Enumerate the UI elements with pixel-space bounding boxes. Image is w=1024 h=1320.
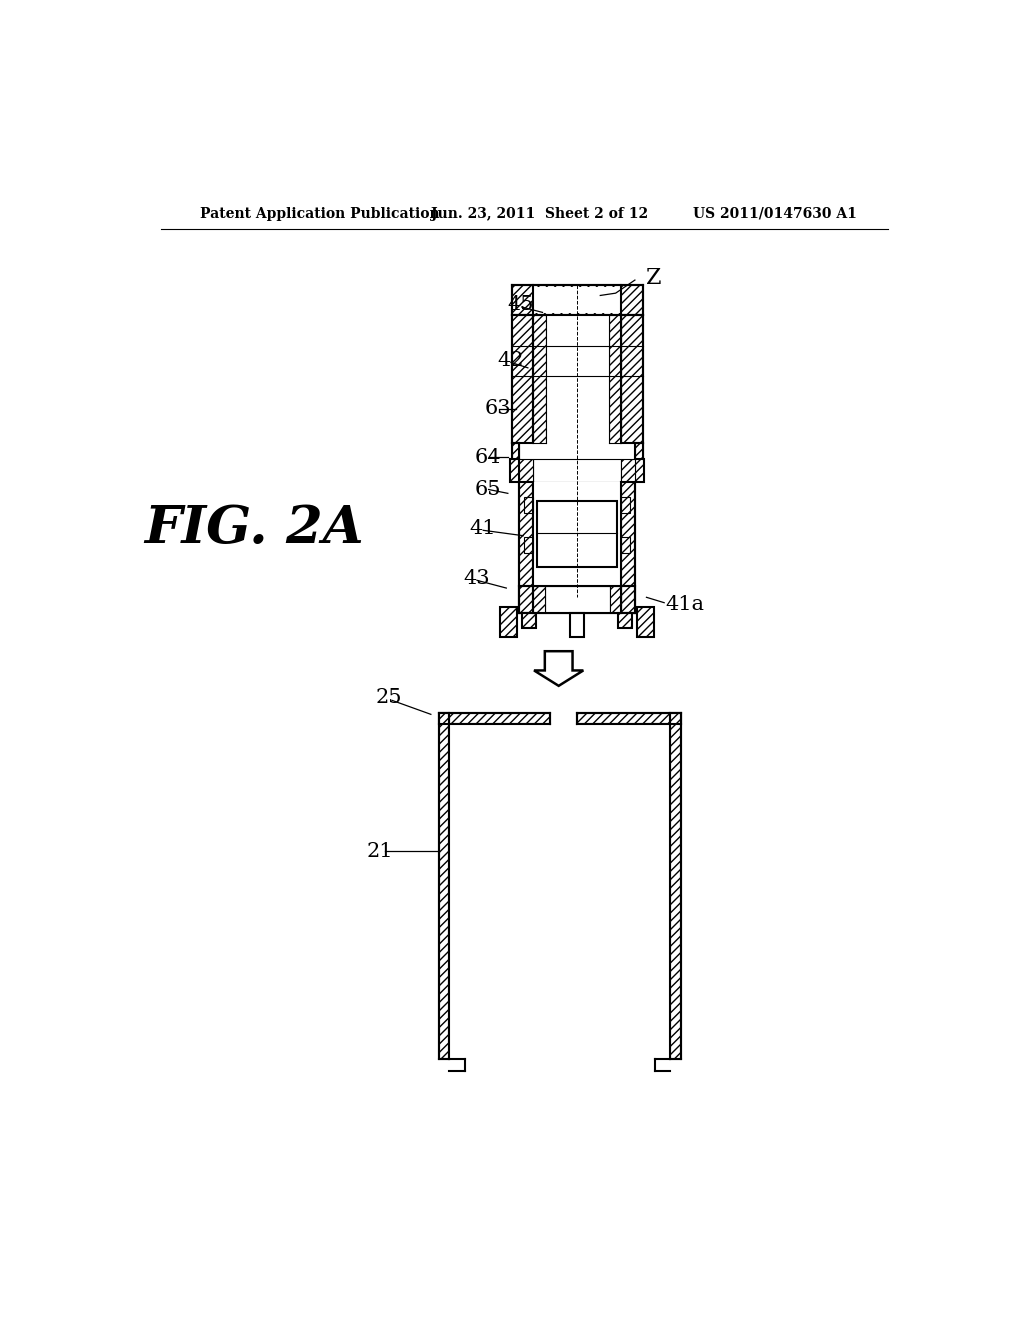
Bar xyxy=(534,586,545,612)
Bar xyxy=(617,612,632,628)
Text: US 2011/0147630 A1: US 2011/0147630 A1 xyxy=(692,207,856,220)
Bar xyxy=(621,482,635,612)
Bar xyxy=(608,314,621,444)
Bar xyxy=(570,612,584,638)
Bar xyxy=(635,444,643,459)
Bar xyxy=(621,498,631,512)
Bar xyxy=(534,314,621,444)
Bar xyxy=(534,314,546,444)
Bar xyxy=(545,586,609,612)
Bar xyxy=(671,713,681,1059)
Text: 21: 21 xyxy=(367,842,393,861)
Bar xyxy=(438,713,550,723)
Bar xyxy=(621,498,631,512)
Bar xyxy=(512,314,534,444)
Bar xyxy=(609,586,621,612)
Polygon shape xyxy=(535,651,584,686)
Text: 64: 64 xyxy=(475,447,502,467)
Bar xyxy=(635,444,643,459)
Bar xyxy=(617,612,632,628)
Bar xyxy=(534,459,621,482)
Bar xyxy=(524,537,534,553)
Bar xyxy=(546,314,608,444)
Bar xyxy=(578,723,671,1059)
Bar xyxy=(524,498,534,512)
Text: 45: 45 xyxy=(508,296,535,314)
Bar xyxy=(578,713,681,723)
Bar xyxy=(512,444,519,459)
Bar xyxy=(534,586,545,612)
Bar xyxy=(534,314,546,444)
Bar xyxy=(621,482,635,612)
Bar xyxy=(621,537,631,553)
Bar xyxy=(512,285,643,314)
Bar xyxy=(438,713,450,1059)
Text: 65: 65 xyxy=(475,480,502,499)
Bar xyxy=(671,713,681,1059)
Bar xyxy=(621,537,631,553)
Bar xyxy=(621,459,635,482)
Bar xyxy=(524,498,534,512)
Bar xyxy=(438,713,550,723)
Bar xyxy=(621,459,635,482)
Text: FIG. 2A: FIG. 2A xyxy=(144,503,364,553)
Text: 41a: 41a xyxy=(666,595,705,615)
Bar xyxy=(621,586,635,612)
Text: Z: Z xyxy=(646,267,662,289)
Bar xyxy=(635,459,644,482)
Bar xyxy=(522,612,537,628)
Bar xyxy=(578,713,681,723)
Bar xyxy=(538,502,617,566)
Bar xyxy=(621,586,635,612)
Bar xyxy=(621,314,643,444)
Bar xyxy=(609,586,621,612)
Bar xyxy=(519,586,534,612)
Bar xyxy=(519,459,534,482)
Text: 63: 63 xyxy=(484,399,511,418)
Bar xyxy=(438,713,450,1059)
Bar xyxy=(534,286,621,313)
Bar xyxy=(519,482,534,612)
Bar xyxy=(519,586,534,612)
Text: 42: 42 xyxy=(497,351,523,370)
Bar xyxy=(621,314,643,444)
Bar xyxy=(635,459,644,482)
Bar xyxy=(510,459,519,482)
Bar xyxy=(519,482,534,612)
Bar xyxy=(534,482,621,612)
Text: Patent Application Publication: Patent Application Publication xyxy=(200,207,439,220)
Bar xyxy=(637,607,654,638)
Bar xyxy=(608,314,621,444)
Bar xyxy=(500,607,517,638)
Bar xyxy=(519,459,534,482)
Text: 25: 25 xyxy=(376,688,401,708)
Bar xyxy=(522,612,537,628)
Bar xyxy=(512,314,534,444)
Text: 43: 43 xyxy=(463,569,489,587)
Bar xyxy=(510,459,519,482)
Bar xyxy=(500,607,517,638)
Bar xyxy=(637,607,654,638)
Bar xyxy=(512,444,519,459)
Bar xyxy=(524,537,534,553)
Text: 41: 41 xyxy=(469,519,496,537)
Bar xyxy=(512,285,643,314)
Bar xyxy=(450,723,550,1059)
Text: Jun. 23, 2011  Sheet 2 of 12: Jun. 23, 2011 Sheet 2 of 12 xyxy=(431,207,648,220)
